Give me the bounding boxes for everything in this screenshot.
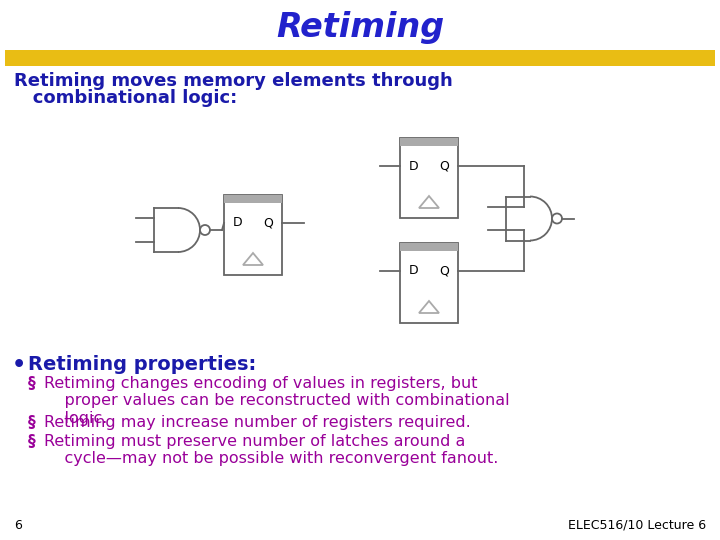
Bar — [224, 195, 282, 275]
Circle shape — [552, 213, 562, 224]
Text: Retiming may increase number of registers required.: Retiming may increase number of register… — [44, 415, 471, 430]
Text: Retiming properties:: Retiming properties: — [28, 355, 256, 374]
Bar — [400, 138, 458, 146]
Text: §: § — [28, 376, 36, 391]
Text: Retiming: Retiming — [276, 11, 444, 44]
Text: Q: Q — [439, 265, 449, 278]
Text: §: § — [28, 434, 36, 449]
Text: Retiming moves memory elements through: Retiming moves memory elements through — [14, 72, 453, 90]
Text: Retiming changes encoding of values in registers, but
    proper values can be r: Retiming changes encoding of values in r… — [44, 376, 510, 426]
Text: Retiming must preserve number of latches around a
    cycle—may not be possible : Retiming must preserve number of latches… — [44, 434, 498, 467]
Bar — [400, 138, 458, 218]
Text: •: • — [12, 355, 26, 375]
Bar — [224, 195, 282, 203]
Text: combinational logic:: combinational logic: — [14, 89, 238, 107]
Text: ELEC516/10 Lecture 6: ELEC516/10 Lecture 6 — [568, 519, 706, 532]
Bar — [400, 243, 458, 323]
Text: Q: Q — [439, 159, 449, 172]
Text: D: D — [409, 159, 418, 172]
Circle shape — [200, 225, 210, 235]
Text: 6: 6 — [14, 519, 22, 532]
Text: D: D — [409, 265, 418, 278]
Bar — [5, 50, 715, 66]
Text: D: D — [233, 217, 243, 230]
Text: Q: Q — [263, 217, 273, 230]
Bar — [400, 243, 458, 251]
Text: §: § — [28, 415, 36, 430]
